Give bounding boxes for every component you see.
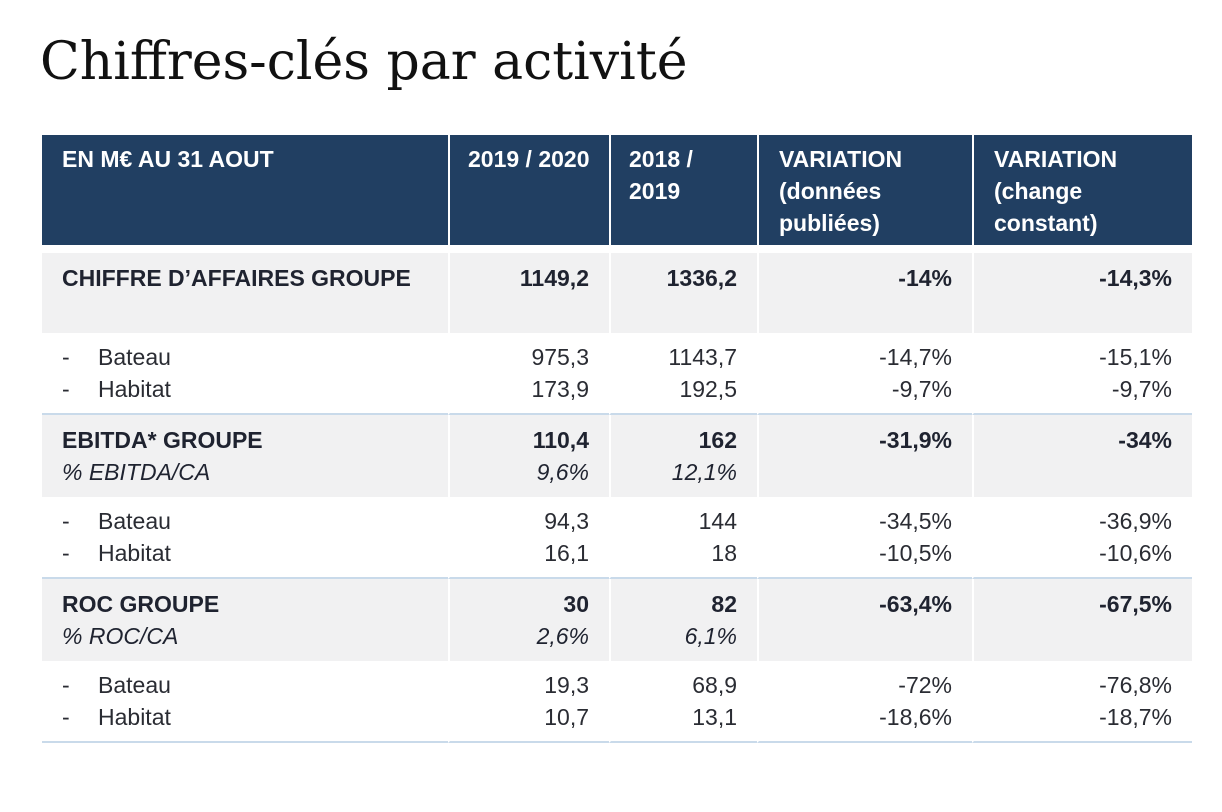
detail-label-habitat: - Habitat [62, 704, 171, 730]
header-variation-constant: VARIATION (change constant) [972, 135, 1192, 245]
detail-labels: - Bateau - Habitat [42, 497, 448, 579]
detail-label-habitat: - Habitat [62, 540, 171, 566]
group-row-revenue: CHIFFRE D’AFFAIRES GROUPE 1149,2 1336,2 … [42, 253, 1192, 333]
group-label-text: EBITDA* GROUPE [62, 427, 263, 453]
group-row-roc: ROC GROUPE % ROC/CA 30 2,6% 82 6,1% -63,… [42, 579, 1192, 661]
detail-value: 1143,7 [668, 344, 737, 370]
group-subvalue: 2,6% [536, 623, 589, 649]
header-label: EN M€ AU 31 AOUT [42, 135, 448, 245]
group-label: CHIFFRE D’AFFAIRES GROUPE [42, 253, 448, 333]
detail-rows-ebitda: - Bateau - Habitat 94,3 16,1 144 18 -34,5%… [42, 497, 1192, 579]
detail-label-bateau: - Bateau [62, 344, 171, 370]
detail-value: 68,9 [692, 672, 737, 698]
group-variation-published: -14% [757, 253, 972, 333]
detail-values-2018-2019: 1143,7 192,5 [609, 333, 757, 415]
detail-value: -76,8% [1099, 672, 1172, 698]
detail-values-2019-2020: 19,3 10,7 [448, 661, 609, 743]
detail-values-2019-2020: 975,3 173,9 [448, 333, 609, 415]
group-subvalue: 12,1% [671, 459, 737, 485]
detail-value: 16,1 [544, 540, 589, 566]
detail-values-2019-2020: 94,3 16,1 [448, 497, 609, 579]
detail-variation-constant: -36,9% -10,6% [972, 497, 1192, 579]
detail-value: -10,5% [879, 540, 952, 566]
group-label-text: CHIFFRE D’AFFAIRES GROUPE [62, 265, 411, 291]
group-variation-published: -63,4% [757, 579, 972, 661]
detail-variation-published: -14,7% -9,7% [757, 333, 972, 415]
detail-value: 13,1 [692, 704, 737, 730]
header-2019-2020: 2019 / 2020 [448, 135, 609, 245]
group-value-2019-2020: 30 2,6% [448, 579, 609, 661]
detail-variation-published: -72% -18,6% [757, 661, 972, 743]
detail-value: 144 [698, 508, 737, 534]
group-value-2019-2020: 110,4 9,6% [448, 415, 609, 497]
group-label: EBITDA* GROUPE % EBITDA/CA [42, 415, 448, 497]
detail-value: -34,5% [879, 508, 952, 534]
group-value-2018-2019: 162 12,1% [609, 415, 757, 497]
detail-rows-roc: - Bateau - Habitat 19,3 10,7 68,9 13,1 -72… [42, 661, 1192, 743]
detail-value: 19,3 [544, 672, 589, 698]
detail-value: -14,7% [879, 344, 952, 370]
detail-value: -15,1% [1099, 344, 1172, 370]
key-figures-table: EN M€ AU 31 AOUT 2019 / 2020 2018 / 2019… [42, 135, 1192, 743]
detail-label-bateau: - Bateau [62, 672, 171, 698]
group-variation-published: -31,9% [757, 415, 972, 497]
detail-labels: - Bateau - Habitat [42, 333, 448, 415]
group-sublabel: % ROC/CA [62, 623, 179, 649]
group-value: 110,4 [532, 427, 589, 453]
detail-labels: - Bateau - Habitat [42, 661, 448, 743]
detail-value: -9,7% [1111, 376, 1172, 402]
group-variation-constant: -34% [972, 415, 1192, 497]
detail-label-bateau: - Bateau [62, 508, 171, 534]
detail-value: 10,7 [544, 704, 589, 730]
group-label: ROC GROUPE % ROC/CA [42, 579, 448, 661]
group-subvalue: 6,1% [684, 623, 737, 649]
detail-value: -36,9% [1099, 508, 1172, 534]
detail-value: 975,3 [531, 344, 589, 370]
group-value-2018-2019: 1336,2 [609, 253, 757, 333]
group-value: 82 [711, 591, 737, 617]
group-value: 162 [698, 427, 737, 453]
detail-value: -10,6% [1099, 540, 1172, 566]
group-variation-constant: -14,3% [972, 253, 1192, 333]
detail-variation-constant: -15,1% -9,7% [972, 333, 1192, 415]
header-variation-published: VARIATION (données publiées) [757, 135, 972, 245]
group-row-ebitda: EBITDA* GROUPE % EBITDA/CA 110,4 9,6% 16… [42, 415, 1192, 497]
detail-value: 192,5 [679, 376, 737, 402]
detail-label-habitat: - Habitat [62, 376, 171, 402]
detail-value: 94,3 [544, 508, 589, 534]
detail-value: 18 [711, 540, 737, 566]
detail-value: -18,6% [879, 704, 952, 730]
detail-value: -18,7% [1099, 704, 1172, 730]
header-row: EN M€ AU 31 AOUT 2019 / 2020 2018 / 2019… [42, 135, 1192, 245]
group-value-2018-2019: 82 6,1% [609, 579, 757, 661]
group-variation-constant: -67,5% [972, 579, 1192, 661]
detail-value: 173,9 [531, 376, 589, 402]
group-label-text: ROC GROUPE [62, 591, 220, 617]
group-sublabel: % EBITDA/CA [62, 459, 211, 485]
group-subvalue: 9,6% [536, 459, 589, 485]
detail-values-2018-2019: 144 18 [609, 497, 757, 579]
detail-variation-published: -34,5% -10,5% [757, 497, 972, 579]
detail-value: -72% [898, 672, 952, 698]
group-value: 30 [563, 591, 589, 617]
detail-variation-constant: -76,8% -18,7% [972, 661, 1192, 743]
header-2018-2019: 2018 / 2019 [609, 135, 757, 245]
page-title: Chiffres-clés par activité [40, 32, 688, 92]
detail-rows-revenue: - Bateau - Habitat 975,3 173,9 1143,7 192,… [42, 333, 1192, 415]
detail-values-2018-2019: 68,9 13,1 [609, 661, 757, 743]
detail-value: -9,7% [891, 376, 952, 402]
group-value-2019-2020: 1149,2 [448, 253, 609, 333]
